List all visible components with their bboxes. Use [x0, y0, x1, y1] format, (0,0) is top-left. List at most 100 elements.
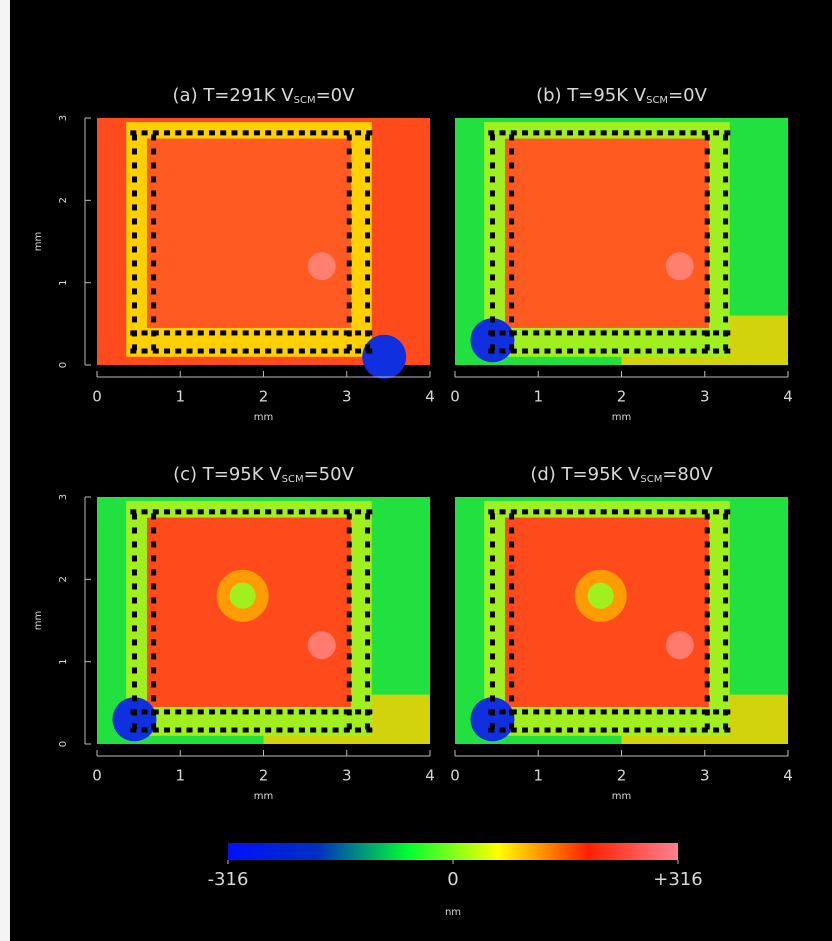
map-dot [151, 695, 156, 701]
map-dot [578, 509, 584, 514]
map-blob [112, 697, 156, 741]
map-dot [132, 681, 137, 687]
map-pink [666, 252, 694, 280]
map-dot [265, 728, 271, 733]
map-dot [723, 148, 728, 154]
map-dot [723, 667, 728, 673]
map-dot [198, 728, 204, 733]
map-dot [151, 316, 156, 322]
map-dot [151, 148, 156, 154]
map-dot [209, 130, 215, 135]
map-dot [657, 709, 663, 714]
x-tick-label: 3 [342, 388, 352, 406]
map-dot [490, 344, 495, 350]
map-dot [705, 653, 710, 659]
x-tick-label: 0 [92, 388, 102, 406]
map-dot [347, 709, 352, 715]
map-dot [705, 134, 710, 140]
map-dot [723, 653, 728, 659]
map-dot [623, 330, 629, 335]
map-dot [132, 218, 137, 224]
map-dot [490, 723, 495, 729]
map-dot [646, 728, 652, 733]
map-dot [347, 695, 352, 701]
map-dot [299, 709, 305, 714]
map-dot [365, 681, 370, 687]
map-dot [254, 509, 260, 514]
map-dot [679, 509, 685, 514]
map-dot [490, 274, 495, 280]
map-dot [347, 723, 352, 729]
map-dot [490, 625, 495, 631]
map-dot [333, 509, 339, 514]
map-dot [490, 555, 495, 561]
map-pink [666, 631, 694, 659]
map-dot [567, 330, 573, 335]
map-dot [533, 349, 539, 354]
map-dot [509, 288, 514, 294]
map-dot [333, 709, 339, 714]
map-dot [556, 509, 562, 514]
map-dot [231, 509, 237, 514]
map-dot [299, 130, 305, 135]
x-tick-label: 2 [617, 767, 627, 785]
map-dot [646, 349, 652, 354]
map-dot [490, 176, 495, 182]
y-tick-label: 3 [58, 494, 69, 500]
map-dot [723, 639, 728, 645]
map-dot [243, 728, 249, 733]
map-dot [347, 288, 352, 294]
map-dot [151, 583, 156, 589]
map-dot [490, 288, 495, 294]
map-dot [533, 709, 539, 714]
map-dot [705, 274, 710, 280]
map-dot [347, 176, 352, 182]
map-dot [522, 709, 528, 714]
map-dot [500, 709, 506, 714]
map-dot [347, 316, 352, 322]
map-blob [470, 318, 514, 362]
map-dot [355, 330, 361, 335]
map-dot [355, 349, 361, 354]
map-dot [132, 302, 137, 308]
map-dot [601, 509, 607, 514]
map-dot [347, 611, 352, 617]
map-dot [365, 344, 370, 350]
map-dot [668, 709, 674, 714]
map-dot [365, 541, 370, 547]
title-subscript: SCM [294, 95, 316, 106]
map-dot [705, 260, 710, 266]
map-dot [589, 130, 595, 135]
map-dot [132, 709, 137, 715]
map-dot [132, 723, 137, 729]
map-dot [276, 709, 282, 714]
map-dot [365, 246, 370, 252]
map-dot [723, 232, 728, 238]
map-dot [132, 541, 137, 547]
map-dot [347, 555, 352, 561]
map-dot [509, 260, 514, 266]
x-tick-label: 0 [92, 767, 102, 785]
map-dot [533, 509, 539, 514]
map-dot [365, 218, 370, 224]
map-dot [634, 330, 640, 335]
map-dot [509, 527, 514, 533]
map-dot [490, 204, 495, 210]
map-dot [509, 653, 514, 659]
map-dot [691, 509, 697, 514]
map-dot [333, 130, 339, 135]
map-dot [705, 723, 710, 729]
map-dot [634, 728, 640, 733]
map-dot [231, 709, 237, 714]
map-dot [365, 316, 370, 322]
map-dot [623, 509, 629, 514]
map-dot [723, 681, 728, 687]
map-dot [679, 728, 685, 733]
map-dot [254, 709, 260, 714]
map-dot [500, 330, 506, 335]
title-symbol: V [281, 85, 294, 106]
map-dot [723, 583, 728, 589]
map-dot [209, 509, 215, 514]
title-subscript: SCM [646, 95, 668, 106]
map-dot [265, 709, 271, 714]
